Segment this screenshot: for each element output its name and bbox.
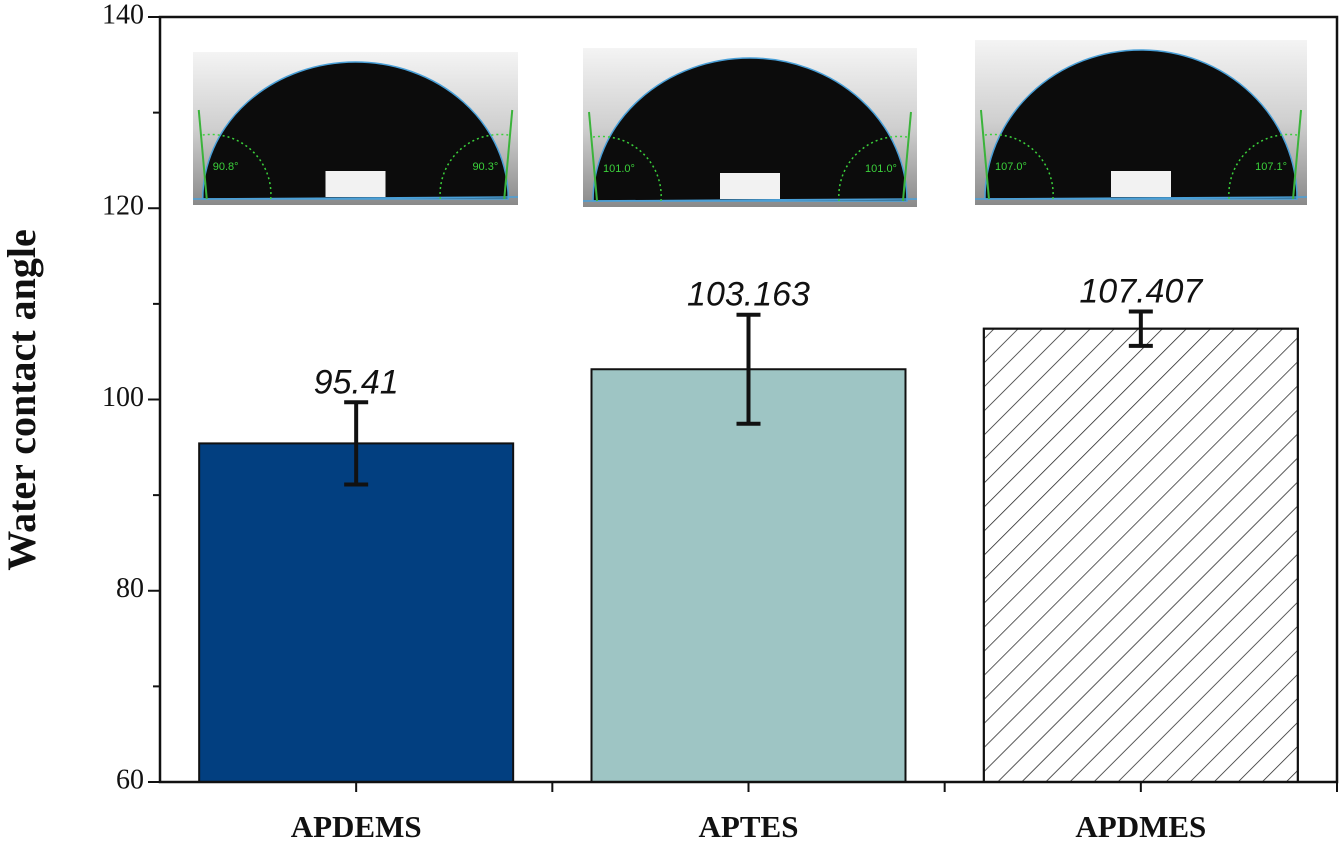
droplet-highlight (720, 173, 780, 199)
tangent (588, 111, 599, 202)
droplet-highlight (1111, 171, 1171, 197)
value-label: 103.163 (687, 276, 810, 314)
tangent (979, 109, 990, 200)
y-tick-label: 120 (102, 191, 144, 222)
y-axis-label: Water contact angle (0, 229, 44, 570)
angle-label: 90.8° (213, 161, 239, 173)
angle-label: 90.3° (472, 161, 498, 173)
y-tick-label: 80 (116, 573, 144, 604)
droplet (592, 57, 908, 202)
bar (198, 442, 515, 783)
value-label: 107.407 (1079, 272, 1203, 310)
baseline (582, 198, 918, 202)
angle-label: 107.0° (995, 161, 1027, 173)
tangent (503, 109, 514, 200)
angle-label: 101.0° (865, 163, 897, 175)
droplet-highlight (325, 171, 386, 197)
y-tick-label: 140 (102, 0, 144, 30)
x-tick-label: APDEMS (291, 809, 422, 844)
value-label: 95.41 (314, 363, 399, 401)
tangent (197, 109, 208, 200)
y-tick-label: 60 (116, 764, 144, 795)
baseline (192, 196, 519, 200)
droplet (984, 49, 1298, 200)
x-tick-label: APDMES (1075, 809, 1206, 844)
droplet (201, 61, 510, 200)
baseline (974, 196, 1308, 200)
bar-hatch (982, 327, 1299, 783)
tangent (901, 111, 912, 202)
tangent (1292, 109, 1303, 200)
inset-photo: 107.0° 107.1° (974, 40, 1308, 205)
angle-label: 107.1° (1255, 161, 1287, 173)
x-tick-label: APTES (699, 809, 799, 844)
bar (590, 368, 907, 783)
plot-frame (158, 15, 1339, 784)
inset-photo: 90.8° 90.3° (192, 52, 519, 205)
inset-photo: 101.0° 101.0° (582, 48, 918, 207)
angle-label: 101.0° (603, 163, 635, 175)
y-tick-label: 100 (102, 382, 144, 413)
